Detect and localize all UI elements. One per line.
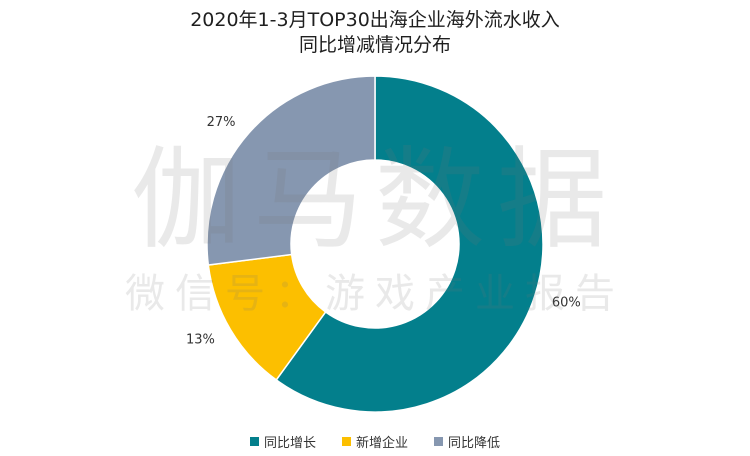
legend-label-1: 同比增长 [263, 436, 316, 451]
legend-item-3: 同比降低 [434, 432, 500, 451]
legend-item-1: 同比增长 [249, 432, 316, 451]
legend-label-2: 新增企业 [355, 436, 408, 451]
chart-title: 2020年1-3月TOP30出海企业海外流水收入 同比增减情况分布 [0, 8, 750, 58]
legend: 同比增长 新增企业 同比降低 [0, 432, 750, 451]
chart-title-line-1: 2020年1-3月TOP30出海企业海外流水收入 [190, 9, 560, 31]
donut-slice-label-2: 13% [186, 333, 215, 348]
donut-slice-label-1: 60% [552, 295, 581, 310]
legend-swatch-2 [341, 437, 351, 446]
donut-slice-label-3: 27% [207, 115, 236, 130]
legend-swatch-1 [249, 437, 259, 446]
legend-item-2: 新增企业 [341, 432, 408, 451]
donut-slice-1 [275, 75, 544, 413]
donut-slice-3 [206, 75, 376, 266]
legend-label-3: 同比降低 [448, 436, 501, 451]
legend-swatch-3 [434, 437, 443, 446]
chart-title-line-2: 同比增减情况分布 [298, 34, 451, 56]
